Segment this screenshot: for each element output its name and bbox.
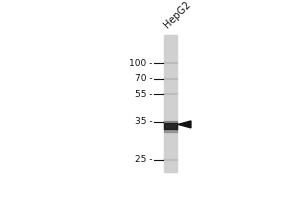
Text: 100 -: 100 -: [129, 59, 153, 68]
Polygon shape: [178, 121, 191, 128]
Bar: [164, 35, 177, 172]
Text: 55 -: 55 -: [135, 90, 153, 99]
Text: HepG2: HepG2: [162, 0, 193, 30]
Text: 35 -: 35 -: [135, 117, 153, 126]
Text: 25 -: 25 -: [135, 155, 153, 164]
Text: 70 -: 70 -: [135, 74, 153, 83]
